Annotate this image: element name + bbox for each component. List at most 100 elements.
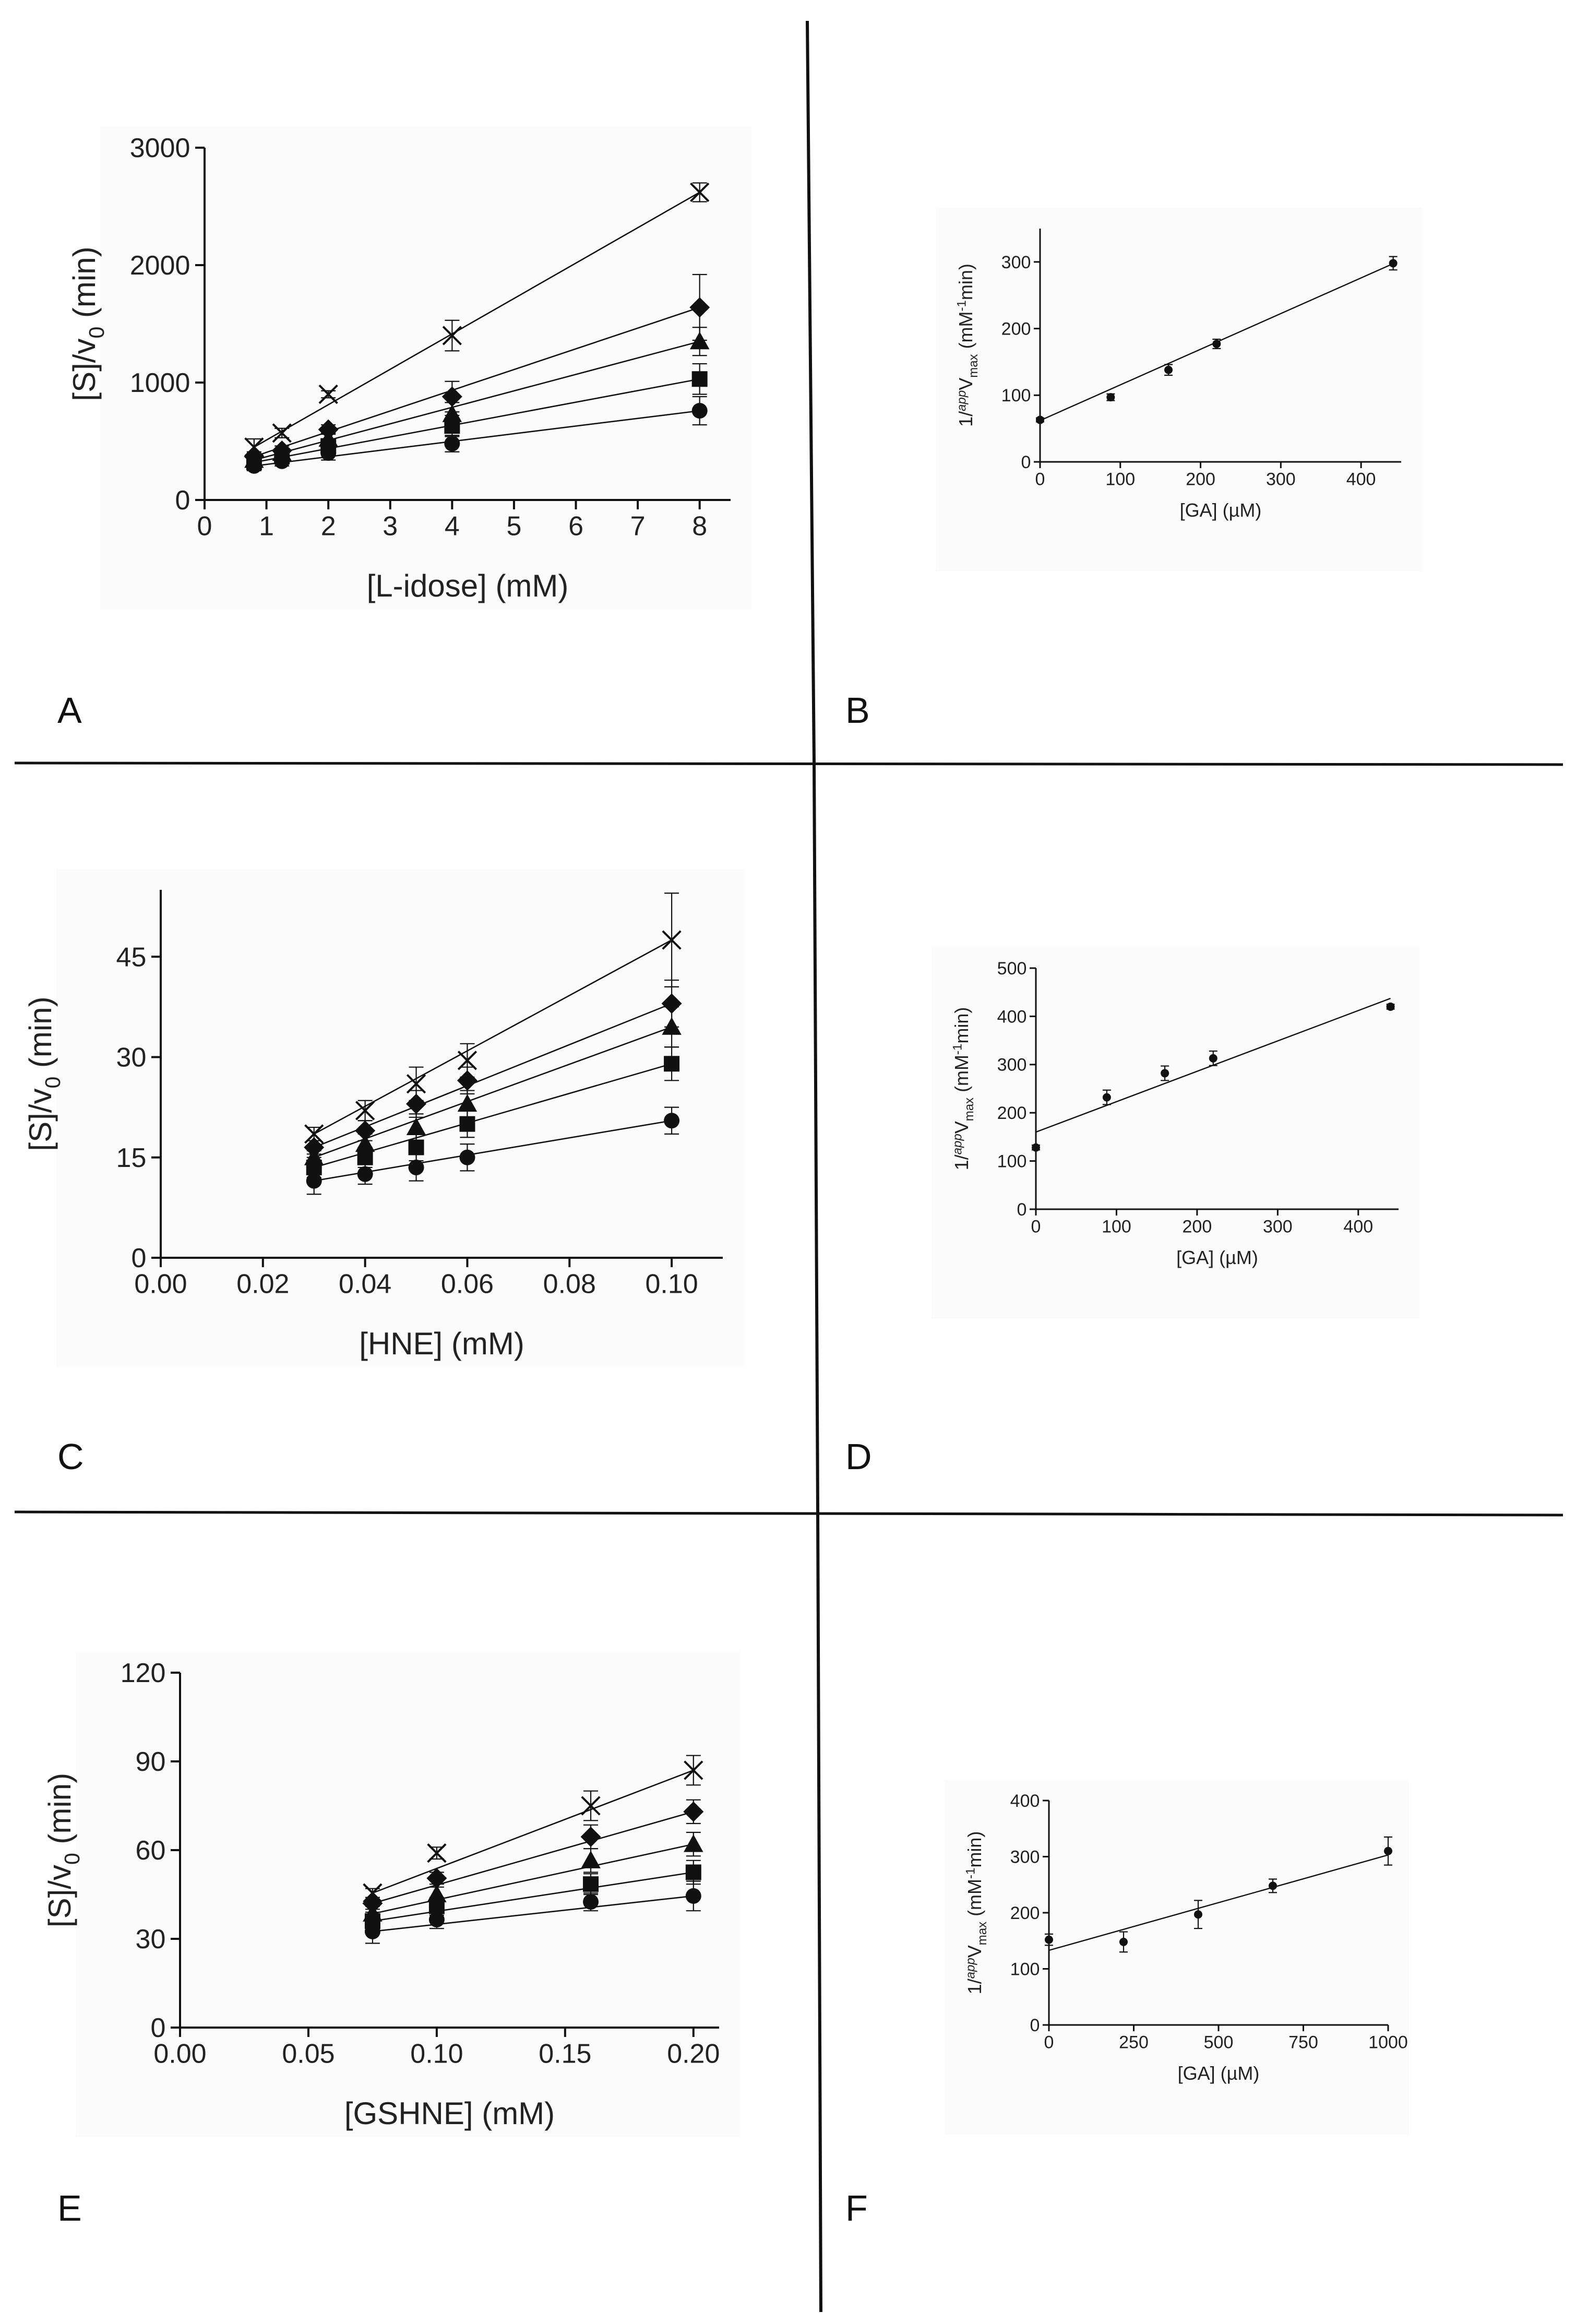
y-axis-label-part: 1/ [955,411,976,427]
x-axis-label: [HNE] (mM) [359,1326,524,1361]
data-point-diamond [304,1137,325,1158]
y-axis-label-part: (min) [42,1773,77,1853]
data-point-triangle [662,1017,682,1035]
series-4-fit-line [372,1872,694,1922]
y-axis-label-part: V [951,1121,972,1134]
x-tick-label: 300 [1266,469,1296,489]
y-tick-label: 0 [1030,2016,1040,2035]
data-point-diamond [580,1827,601,1847]
x-tick-label: 4 [445,511,460,541]
y-axis-label-part: [S]/v [23,1089,58,1151]
data-point-triangle [406,1117,426,1136]
data-point-diamond [355,1120,376,1141]
x-tick-label: 7 [630,511,646,541]
data-point-cross [442,326,462,345]
x-tick-label: 6 [568,511,583,541]
divider-vertical-bottom [816,1510,822,2313]
data-point-circle [1119,1937,1128,1946]
data-point-cross [690,182,710,202]
y-axis-label-part: min) [955,264,976,300]
divider-horizontal-bottom [14,1510,1563,1517]
data-point-circle [357,1166,373,1182]
x-tick-label: 1 [259,511,274,541]
data-point-diamond [661,993,682,1014]
y-tick-label: 0 [131,1243,146,1273]
y-axis-label-sup: -1 [950,1044,964,1055]
y-axis-label-sub: max [966,354,981,377]
y-axis-label-sub: 0 [41,1077,65,1089]
y-tick-label: 100 [997,1152,1027,1172]
chart-background [945,1780,1409,2135]
x-tick-label: 0.06 [441,1269,494,1299]
y-tick-label: 30 [116,1043,147,1073]
y-axis-label-sup: app [950,1134,964,1154]
data-point-circle [583,1894,599,1910]
y-tick-label: 400 [1010,1791,1040,1811]
x-tick-label: 200 [1186,469,1215,489]
y-tick-label: 120 [121,1658,166,1688]
data-point-cross [272,423,292,443]
y-tick-label: 300 [997,1055,1027,1075]
y-tick-label: 3000 [130,133,190,163]
chart-background [76,1652,740,2137]
y-tick-label: 100 [1001,386,1031,406]
data-point-square [459,1116,475,1132]
data-point-circle [691,403,708,419]
data-point-cross [363,1883,383,1903]
x-tick-label: 0.08 [543,1269,596,1299]
data-point-circle [1036,415,1044,424]
data-point-cross [406,1074,426,1094]
series-5-fit-line [372,1895,694,1933]
data-point-diamond [406,1093,427,1114]
data-point-triangle [442,404,462,422]
x-axis-label: [L-idose] (mM) [367,568,569,603]
x-tick-label: 300 [1263,1217,1293,1236]
data-point-circle [444,436,460,451]
y-axis-label: 1/appVmax (mM-1min) [954,264,981,427]
data-point-circle [1384,1846,1392,1855]
data-point-circle [459,1149,475,1165]
x-tick-label: 100 [1105,469,1135,489]
x-tick-label: 0.04 [339,1269,391,1299]
series-1-fit-line [1048,1854,1389,1951]
x-tick-label: 500 [1204,2032,1234,2052]
data-point-circle [1389,259,1398,268]
x-tick-label: 3 [383,511,398,541]
divider-vertical-middle [813,761,819,1511]
y-axis-label-part: V [964,1945,985,1958]
x-tick-label: 0.00 [134,1269,187,1299]
y-axis-label-sup: app [963,1958,977,1979]
x-tick-label: 8 [692,511,707,541]
y-tick-label: 60 [136,1836,166,1866]
y-tick-label: 45 [116,942,147,972]
y-tick-label: 200 [1010,1903,1040,1923]
y-tick-label: 200 [1001,319,1031,339]
divider-horizontal-top [14,761,1563,766]
series-2-fit-line [372,1811,694,1904]
data-point-circle [1212,339,1221,348]
series-4-fit-line [314,1063,672,1169]
data-point-circle [664,1113,680,1129]
data-point-circle [320,445,337,461]
y-tick-label: 500 [997,959,1027,979]
data-point-diamond [457,1070,477,1091]
data-point-circle [246,458,262,474]
y-axis-label-part: [S]/v [42,1865,77,1927]
chart-background [936,208,1422,571]
series-1-fit-line [254,192,700,448]
y-axis-label: 1/appVmax (mM-1min) [950,1007,976,1171]
y-axis-label-sup: app [954,390,969,411]
y-axis-label-sub: 0 [60,1853,84,1865]
chart-background [932,947,1419,1319]
x-tick-label: 5 [506,511,521,541]
panel-label-f: F [845,2188,868,2228]
x-tick-label: 200 [1183,1217,1212,1236]
x-tick-label: 0.20 [667,2039,720,2069]
y-axis-label: [S]/v0 (min) [23,996,65,1151]
data-point-circle [1194,1910,1202,1919]
data-point-triangle [684,1834,703,1852]
data-point-circle [1209,1054,1217,1063]
data-point-circle [685,1888,701,1904]
